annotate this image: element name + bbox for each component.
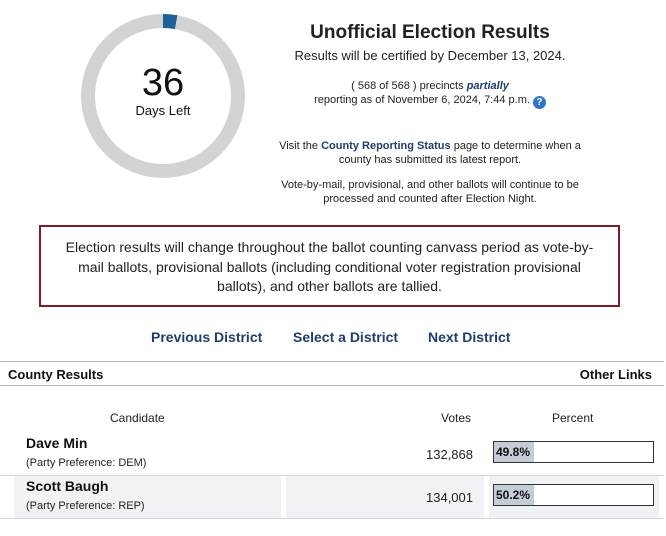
column-header-candidate: Candidate — [110, 411, 165, 425]
precincts-line-1: ( 568 of 568 ) precincts partially — [262, 79, 598, 93]
candidate-name: Scott Baugh — [26, 478, 109, 494]
percent-value: 50.2% — [496, 488, 531, 502]
candidate-party: (Party Preference: REP) — [26, 500, 145, 512]
row-cell-bg — [14, 476, 281, 518]
other-links-link[interactable]: Other Links — [579, 367, 652, 382]
percent-bar: 49.8% — [493, 441, 654, 463]
visit-suffix: page to determine when a county has subm… — [338, 140, 581, 166]
next-district-link[interactable]: Next District — [428, 329, 511, 345]
precincts-status: ( 568 of 568 ) precincts partially repor… — [262, 79, 598, 109]
select-district-link[interactable]: Select a District — [293, 329, 399, 345]
candidate-votes: 134,001 — [426, 490, 473, 505]
column-header-percent: Percent — [552, 411, 594, 425]
days-left-label: Days Left — [135, 103, 191, 118]
row-divider — [0, 475, 664, 476]
certification-date: Results will be certified by December 13… — [294, 48, 566, 63]
countdown-ring-graphic — [81, 14, 245, 178]
table-row: Dave Min (Party Preference: DEM) 132,868… — [0, 433, 664, 476]
page-title: Unofficial Election Results — [310, 22, 550, 43]
percent-bar-fill — [494, 442, 534, 462]
visit-prefix: Visit the — [279, 140, 319, 152]
precincts-line-2: reporting as of November 6, 2024, 7:44 p… — [262, 93, 598, 109]
percent-bar-fill — [494, 485, 534, 505]
previous-district-link[interactable]: Previous District — [151, 329, 263, 345]
county-reporting-status-link[interactable]: County Reporting Status — [321, 140, 451, 152]
candidate-votes: 132,868 — [426, 447, 473, 462]
days-left-number: 36 — [141, 62, 185, 104]
results-header-bar: County Results Other Links — [0, 361, 664, 386]
precincts-count: ( 568 of 568 ) precincts — [351, 80, 464, 92]
candidate-name: Dave Min — [26, 435, 88, 451]
visit-reporting-status: Visit the County Reporting Status page t… — [270, 139, 590, 167]
countdown-ring: 36 Days Left — [80, 13, 246, 179]
precincts-partially: partially — [466, 80, 509, 92]
row-cell-bg — [286, 476, 484, 518]
results-change-notice: Election results will change throughout … — [39, 225, 620, 307]
candidate-party: (Party Preference: DEM) — [26, 457, 147, 469]
help-circle-icon[interactable]: ? — [532, 96, 546, 109]
reporting-time: reporting as of November 6, 2024, 7:44 p… — [314, 94, 530, 106]
percent-value: 49.8% — [496, 445, 531, 459]
column-header-votes: Votes — [441, 411, 472, 425]
row-divider — [0, 518, 664, 519]
vbm-note: Vote-by-mail, provisional, and other bal… — [281, 179, 579, 205]
ring-progress — [81, 14, 245, 178]
table-row: Scott Baugh (Party Preference: REP) 134,… — [0, 476, 664, 519]
county-results-heading: County Results — [8, 367, 104, 382]
percent-bar: 50.2% — [493, 484, 654, 506]
